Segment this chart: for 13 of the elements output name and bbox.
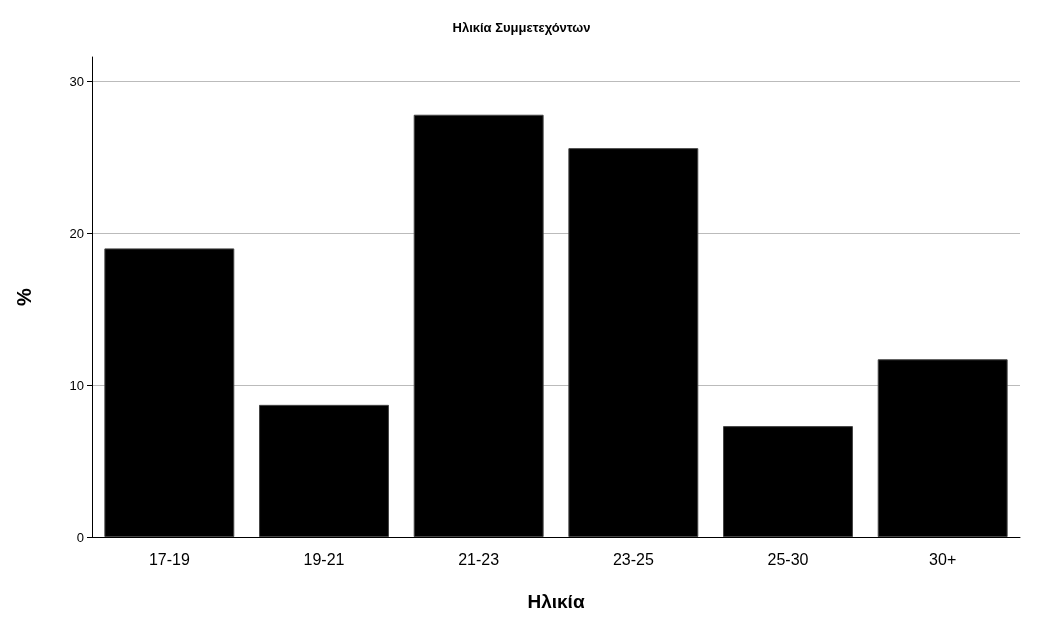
y-tick-label: 30 [69, 73, 84, 89]
y-tick-label: 0 [76, 529, 84, 545]
x-axis-title: Ηλικία [527, 591, 585, 612]
y-tick-label: 10 [69, 377, 84, 393]
x-tick-label: 30+ [929, 550, 957, 568]
x-tick-label: 23-25 [612, 550, 654, 568]
x-tick-label: 21-23 [458, 550, 500, 568]
x-tick-label: 25-30 [767, 550, 809, 568]
x-tick-label: 17-19 [148, 550, 190, 568]
chart-title: Ηλικία Συμμετεχόντων [452, 20, 591, 35]
y-tick-label: 20 [69, 225, 84, 241]
x-tick-label: 19-21 [303, 550, 345, 568]
y-axis-title: % [13, 287, 35, 306]
